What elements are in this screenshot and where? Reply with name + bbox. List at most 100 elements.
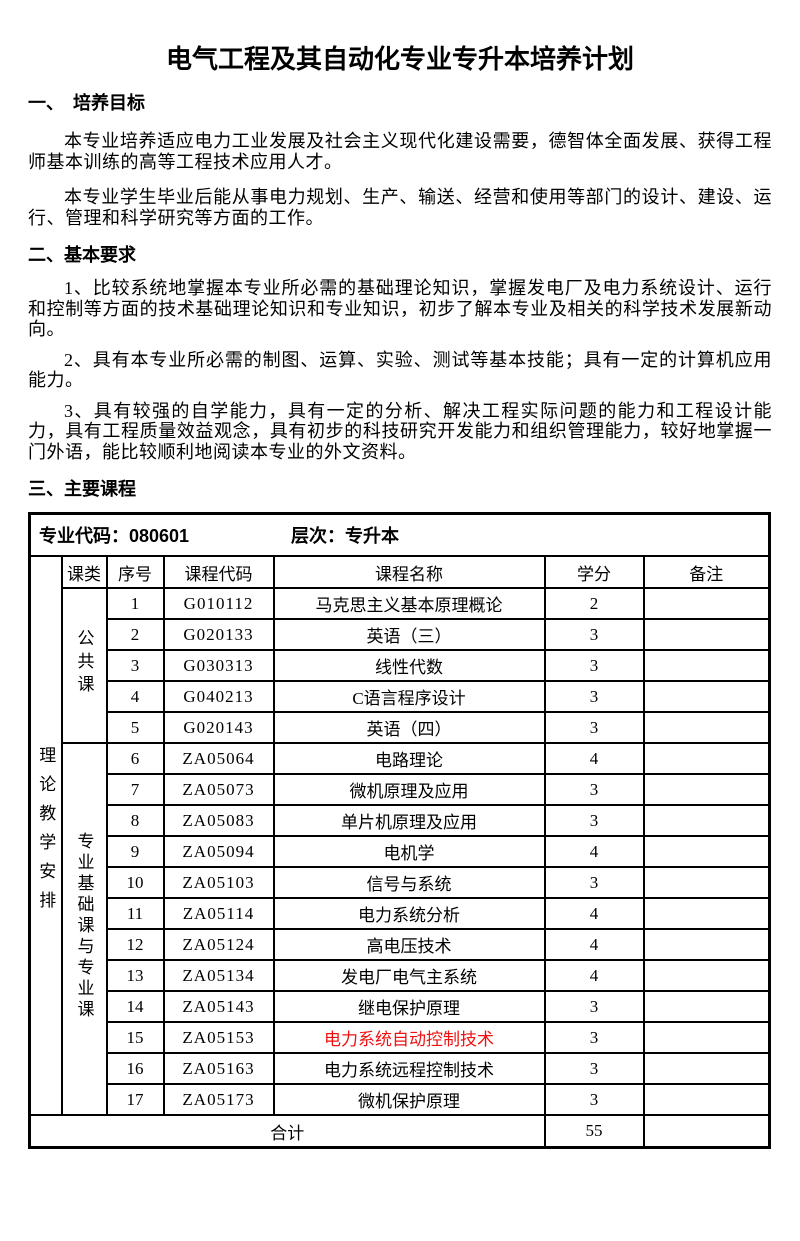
course-credits: 3 [543, 711, 645, 744]
section-requirements-heading: 二、基本要求 [28, 245, 136, 265]
course-no: 11 [105, 897, 165, 930]
course-name: 微机原理及应用 [272, 773, 546, 806]
course-code: ZA05173 [162, 1083, 275, 1116]
course-code: ZA05083 [162, 804, 275, 837]
course-credits: 2 [543, 587, 645, 620]
course-credits: 4 [543, 897, 645, 930]
course-note [642, 711, 771, 744]
table-row: 12 ZA05124 高电压技术 4 [30, 928, 771, 961]
table-row: 2 G020133 英语（三） 3 [30, 618, 771, 651]
table-total-row: 合计 55 [28, 1114, 771, 1149]
course-credits: 4 [543, 928, 645, 961]
goal-paragraph-1: 本专业培养适应电力工业发展及社会主义现代化建设需要，德智体全面发展、获得工程师基… [28, 131, 772, 172]
header-note: 备注 [642, 555, 771, 589]
table-row: 8 ZA05083 单片机原理及应用 3 [30, 804, 771, 837]
course-note [642, 959, 771, 992]
course-note [642, 1083, 771, 1116]
course-note [642, 897, 771, 930]
course-code: G020133 [162, 618, 275, 651]
course-no: 13 [105, 959, 165, 992]
course-code: ZA05064 [162, 742, 275, 775]
course-credits: 3 [543, 804, 645, 837]
course-note [642, 680, 771, 713]
course-no: 4 [105, 680, 165, 713]
course-name: 电力系统远程控制技术 [272, 1052, 546, 1085]
course-name: 线性代数 [272, 649, 546, 682]
course-credits: 3 [543, 990, 645, 1023]
course-no: 1 [105, 587, 165, 620]
course-no: 5 [105, 711, 165, 744]
course-code: G020143 [162, 711, 275, 744]
table-row: 16 ZA05163 电力系统远程控制技术 3 [30, 1052, 771, 1085]
course-name: 发电厂电气主系统 [272, 959, 546, 992]
requirement-paragraph-3: 3、具有较强的自学能力，具有一定的分析、解决工程实际问题的能力和工程设计能力，具… [28, 400, 772, 462]
course-name-highlighted: 电力系统自动控制技术 [272, 1021, 546, 1054]
course-note [642, 1021, 771, 1054]
goal-paragraph-2: 本专业学生毕业后能从事电力规划、生产、输送、经营和使用等部门的设计、建设、运行、… [28, 187, 772, 228]
table-meta-row: 专业代码：080601 层次：专升本 [28, 512, 771, 557]
table-row-highlighted: 15 ZA05153 电力系统自动控制技术 3 [30, 1021, 771, 1054]
course-note [642, 990, 771, 1023]
course-name: 英语（三） [272, 618, 546, 651]
header-no: 序号 [105, 555, 165, 589]
course-credits: 3 [543, 680, 645, 713]
course-code: ZA05103 [162, 866, 275, 899]
category-professional-courses: 专业基础课与专业课 [60, 742, 108, 1116]
course-code: ZA05094 [162, 835, 275, 868]
course-note [642, 866, 771, 899]
course-no: 16 [105, 1052, 165, 1085]
course-code: ZA05073 [162, 773, 275, 806]
header-credits: 学分 [543, 555, 645, 589]
major-code: 专业代码：080601 [39, 526, 190, 546]
table-meta: 专业代码：080601 层次：专升本 [32, 522, 768, 548]
course-code: ZA05153 [162, 1021, 275, 1054]
course-note [642, 1052, 771, 1085]
course-note [642, 742, 771, 775]
course-code: ZA05134 [162, 959, 275, 992]
course-credits: 3 [543, 649, 645, 682]
course-credits: 3 [543, 618, 645, 651]
table-row: 公共课 1 G010112 马克思主义基本原理概论 2 [30, 587, 771, 744]
course-table: 专业代码：080601 层次：专升本 理论教学安排 课类 序号 课程代码 课程名… [28, 512, 771, 1149]
course-no: 2 [105, 618, 165, 651]
course-credits: 3 [543, 1083, 645, 1116]
course-credits: 3 [543, 773, 645, 806]
table-row: 5 G020143 英语（四） 3 [30, 711, 771, 744]
header-name: 课程名称 [272, 555, 546, 589]
table-row: 9 ZA05094 电机学 4 [30, 835, 771, 868]
document-title: 电气工程及其自动化专业专升本培养计划 [165, 44, 634, 74]
course-code: ZA05163 [162, 1052, 275, 1085]
course-name: 马克思主义基本原理概论 [272, 587, 546, 620]
course-credits: 4 [543, 959, 645, 992]
course-code: G030313 [162, 649, 275, 682]
table-row: 11 ZA05114 电力系统分析 4 [30, 897, 771, 930]
course-note [642, 618, 771, 651]
total-note [642, 1114, 771, 1149]
section-courses-heading: 三、主要课程 [28, 479, 136, 499]
course-no: 17 [105, 1083, 165, 1116]
course-name: 单片机原理及应用 [272, 804, 546, 837]
course-name: C语言程序设计 [272, 680, 546, 713]
course-no: 8 [105, 804, 165, 837]
header-category: 课类 [60, 555, 108, 589]
course-code: ZA05124 [162, 928, 275, 961]
table-row: 17 ZA05173 微机保护原理 3 [30, 1083, 771, 1116]
requirement-paragraph-2: 2、具有本专业所必需的制图、运算、实验、测试等基本技能；具有一定的计算机应用能力… [28, 349, 772, 391]
course-credits: 4 [543, 742, 645, 775]
course-no: 15 [105, 1021, 165, 1054]
course-no: 10 [105, 866, 165, 899]
table-row: 7 ZA05073 微机原理及应用 3 [30, 773, 771, 806]
document-page: 电气工程及其自动化专业专升本培养计划 一、 培养目标 本专业培养适应电力工业发展… [0, 42, 800, 1241]
course-code: ZA05143 [162, 990, 275, 1023]
course-code: G040213 [162, 680, 275, 713]
table-row: 14 ZA05143 继电保护原理 3 [30, 990, 771, 1023]
course-note [642, 835, 771, 868]
course-note [642, 773, 771, 806]
course-note [642, 928, 771, 961]
program-level: 层次：专升本 [291, 526, 399, 546]
course-note [642, 649, 771, 682]
category-public-courses: 公共课 [60, 587, 108, 744]
course-no: 6 [105, 742, 165, 775]
course-note [642, 587, 771, 620]
table-row: 4 G040213 C语言程序设计 3 [30, 680, 771, 713]
